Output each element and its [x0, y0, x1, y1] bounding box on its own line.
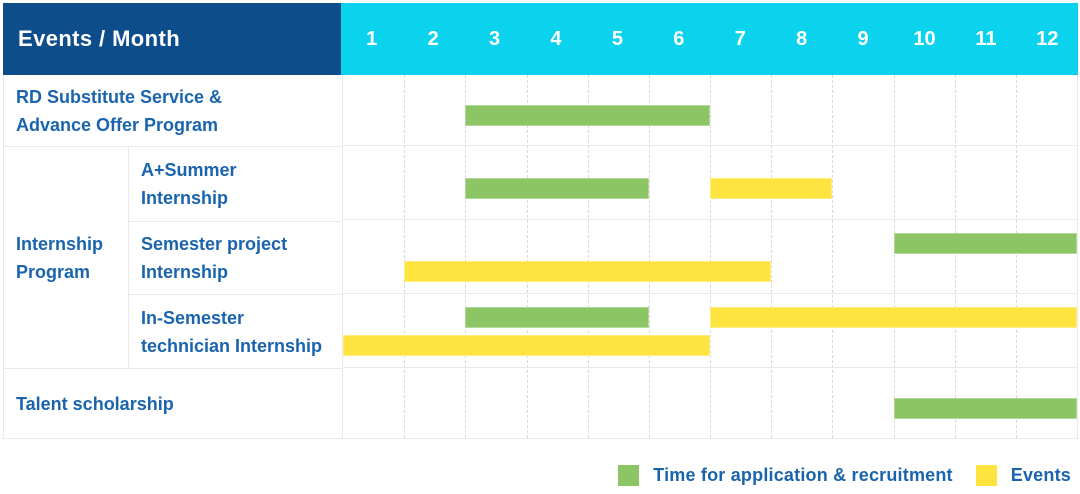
- events-month-title: Events / Month: [18, 26, 181, 51]
- table-header: Events / Month 1 2 3 4 5 6 7 8 9 10 11 12: [3, 3, 1078, 75]
- month-label: 1: [366, 27, 378, 50]
- recruitment-swatch-icon: [618, 464, 640, 486]
- month-label: 12: [1036, 27, 1059, 50]
- gantt-bar-recruitment: [465, 307, 649, 328]
- month-gridline: [404, 75, 406, 438]
- row-label-line: Internship: [141, 261, 229, 282]
- group-label-internship-program: Internship Program: [4, 147, 128, 368]
- row-label-rd-substitute: RD Substitute Service & Advance Offer Pr…: [4, 75, 342, 146]
- events-month-header-cell: Events / Month: [3, 3, 341, 75]
- gantt-grid: [342, 75, 1077, 438]
- month-gridline: [954, 75, 956, 438]
- row-rd-substitute: RD Substitute Service & Advance Offer Pr…: [4, 75, 342, 146]
- row-a-summer-internship: A+Summer Internship: [129, 147, 342, 221]
- month-gridline: [648, 75, 650, 438]
- gantt-table: Events / Month 1 2 3 4 5 6 7 8 9 10 11 12 RD Substi…: [3, 3, 1078, 439]
- row-semester-project-internship: Semester project Internship: [129, 220, 342, 295]
- month-gridline: [710, 75, 711, 438]
- gantt-bar-event: [404, 261, 772, 282]
- month-label: 6: [673, 27, 685, 50]
- row-label-talent-scholarship: Talent scholarship: [4, 369, 342, 438]
- month-label: 3: [488, 27, 501, 50]
- row-label-a-summer-internship: A+Summer Internship: [129, 147, 342, 221]
- month-gridline: [465, 75, 467, 438]
- gantt-bar-recruitment: [893, 397, 1077, 419]
- gantt-bar-event: [710, 177, 833, 199]
- row-separator: [343, 367, 1077, 368]
- row-label-line: Advance Offer Program: [16, 114, 219, 135]
- row-in-semester-technician-internship: In-Semester technician Internship: [129, 294, 342, 368]
- gantt-bar-recruitment: [465, 177, 649, 199]
- row-label-in-semester-technician-internship: In-Semester technician Internship: [129, 295, 342, 368]
- row-separator: [343, 219, 1077, 220]
- row-separator: [343, 145, 1077, 146]
- legend-item-events: Events: [975, 464, 1071, 486]
- group-cell-internship-program: Internship Program: [4, 147, 128, 368]
- month-gridline: [526, 75, 528, 438]
- gantt-bar-recruitment: [465, 105, 710, 126]
- internship-program-group: Internship Program A+Summer Internship: [4, 146, 342, 368]
- month-label: 2: [427, 27, 439, 50]
- month-gridline: [1015, 75, 1017, 438]
- month-label: 11: [975, 27, 997, 50]
- month-header-strip: 1 2 3 4 5 6 7 8 9 10 11 12: [341, 3, 1078, 75]
- month-label: 9: [857, 27, 869, 50]
- month-gridline: [587, 75, 589, 438]
- month-gridline: [771, 75, 773, 438]
- group-label-line: Internship: [16, 233, 104, 254]
- legend-item-recruitment: Time for application & recruitment: [618, 464, 953, 486]
- legend-recruitment-label: Time for application & recruitment: [653, 464, 953, 485]
- month-label: 5: [611, 27, 623, 50]
- gantt-bar-event: [343, 335, 710, 356]
- row-label-line: In-Semester: [141, 307, 245, 328]
- row-label-line: Talent scholarship: [16, 393, 174, 414]
- table-body: RD Substitute Service & Advance Offer Pr…: [3, 75, 1078, 439]
- month-gridline: [893, 75, 895, 438]
- month-label: 8: [796, 27, 808, 50]
- gantt-bar-recruitment: [893, 233, 1077, 254]
- row-label-line: RD Substitute Service &: [16, 86, 223, 107]
- group-label-line: Program: [16, 261, 91, 282]
- month-gridline: [832, 75, 834, 438]
- row-label-line: Semester project: [141, 233, 288, 254]
- gantt-bar-event: [710, 307, 1077, 328]
- group-subrows: A+Summer Internship Semester project Int…: [128, 147, 342, 368]
- legend: Time for application & recruitment Event…: [618, 462, 1071, 488]
- month-label: 10: [913, 27, 936, 50]
- row-labels-column: RD Substitute Service & Advance Offer Pr…: [4, 75, 342, 438]
- month-label: 7: [734, 27, 746, 50]
- month-label: 4: [550, 27, 562, 50]
- events-swatch-icon: [975, 464, 997, 486]
- row-label-line: technician Internship: [141, 335, 323, 356]
- row-label-semester-project-internship: Semester project Internship: [129, 222, 342, 295]
- row-label-line: A+Summer: [141, 159, 237, 180]
- row-talent-scholarship: Talent scholarship: [4, 368, 342, 438]
- row-label-line: Internship: [141, 187, 229, 208]
- legend-events-label: Events: [1010, 464, 1071, 485]
- row-separator: [343, 293, 1077, 294]
